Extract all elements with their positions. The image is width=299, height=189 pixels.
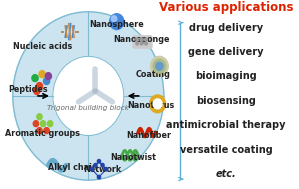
Text: Nanotorus: Nanotorus [127, 101, 174, 110]
Text: Coating: Coating [136, 70, 171, 79]
Circle shape [45, 73, 51, 80]
Text: Nanotwist: Nanotwist [110, 153, 156, 162]
Circle shape [32, 75, 38, 82]
Text: Trigonal building block: Trigonal building block [47, 105, 129, 111]
Circle shape [153, 59, 166, 73]
Circle shape [110, 14, 124, 30]
Circle shape [150, 95, 166, 113]
Circle shape [156, 62, 163, 70]
Circle shape [112, 16, 117, 22]
Circle shape [150, 56, 168, 76]
Text: biosensing: biosensing [196, 96, 256, 106]
Circle shape [104, 167, 108, 171]
Circle shape [33, 121, 39, 127]
Circle shape [136, 42, 138, 45]
Circle shape [153, 99, 162, 109]
Text: drug delivery: drug delivery [189, 23, 263, 33]
Circle shape [40, 121, 46, 127]
Circle shape [34, 88, 40, 94]
Circle shape [44, 128, 49, 134]
Circle shape [145, 38, 147, 41]
Text: gene delivery: gene delivery [188, 47, 264, 57]
Circle shape [94, 163, 97, 167]
Circle shape [136, 38, 138, 41]
Text: Nucleic acids: Nucleic acids [13, 42, 72, 51]
Circle shape [53, 56, 124, 136]
Circle shape [145, 42, 147, 45]
Text: Various applications: Various applications [159, 1, 293, 14]
Circle shape [48, 121, 53, 127]
Text: bioimaging: bioimaging [195, 71, 257, 81]
Text: Nanofiber: Nanofiber [126, 131, 171, 140]
Text: Alkyl chain: Alkyl chain [48, 163, 97, 172]
Circle shape [140, 38, 143, 41]
Circle shape [140, 42, 143, 45]
Circle shape [90, 167, 94, 171]
Circle shape [43, 78, 50, 84]
Circle shape [37, 128, 42, 134]
Text: Peptides: Peptides [8, 85, 48, 94]
Circle shape [97, 160, 100, 163]
Text: antimicrobial therapy: antimicrobial therapy [166, 120, 286, 130]
Text: Network: Network [83, 165, 122, 174]
Circle shape [97, 175, 100, 179]
Text: etc.: etc. [216, 169, 236, 179]
Circle shape [101, 163, 104, 167]
Text: Nanosphere: Nanosphere [89, 20, 144, 29]
Circle shape [39, 71, 45, 78]
Text: Aromatic groups: Aromatic groups [5, 129, 80, 138]
Circle shape [37, 114, 42, 120]
FancyBboxPatch shape [133, 36, 152, 48]
Text: versatile coating: versatile coating [180, 145, 272, 155]
Circle shape [36, 83, 42, 90]
Circle shape [13, 12, 164, 180]
Text: Nanosponge: Nanosponge [113, 35, 170, 44]
